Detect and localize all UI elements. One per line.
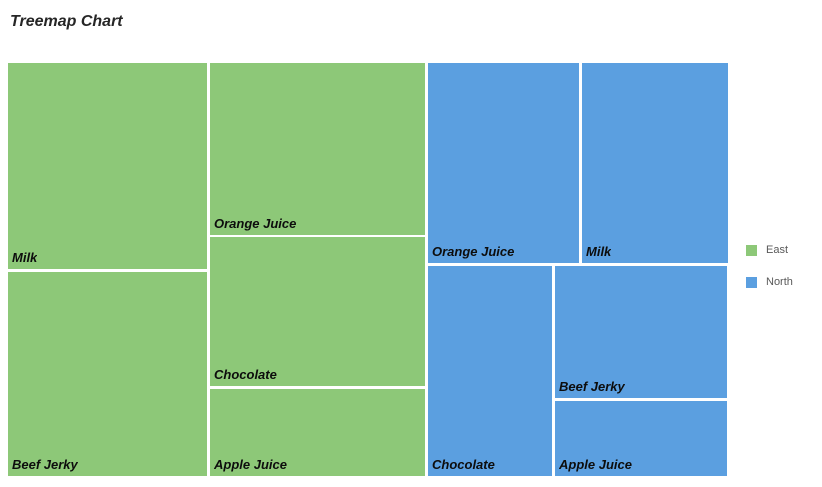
treemap-cell-north-chocolate[interactable]: Chocolate [428, 266, 552, 476]
cell-label: Milk [12, 250, 38, 265]
cell-label: Chocolate [214, 367, 277, 382]
treemap-cell-east-orange-juice[interactable]: Orange Juice [210, 63, 425, 235]
cell-label: Beef Jerky [12, 457, 78, 472]
legend: East North [746, 244, 793, 308]
treemap-cell-north-apple-juice[interactable]: Apple Juice [555, 401, 727, 476]
legend-swatch-east [746, 244, 757, 256]
cell-label: Orange Juice [214, 216, 297, 231]
legend-item-east[interactable]: East [746, 244, 793, 256]
chart-title: Treemap Chart [10, 13, 123, 30]
treemap-cell-north-orange-juice[interactable]: Orange Juice [428, 63, 579, 263]
treemap-cell-east-milk[interactable]: Milk [8, 63, 207, 269]
cell-label: Milk [586, 244, 612, 259]
treemap-cell-east-apple-juice[interactable]: Apple Juice [210, 389, 425, 476]
cell-label: Apple Juice [559, 457, 632, 472]
treemap-cell-east-beef-jerky[interactable]: Beef Jerky [8, 272, 207, 476]
cell-label: Apple Juice [214, 457, 287, 472]
treemap-cell-east-chocolate[interactable]: Chocolate [210, 237, 425, 386]
legend-item-north[interactable]: North [746, 276, 793, 288]
treemap-plot-area: Milk Beef Jerky Orange Juice Chocolate Apple… [8, 63, 728, 476]
legend-label: North [766, 276, 793, 288]
cell-label: Chocolate [432, 457, 495, 472]
cell-label: Beef Jerky [559, 379, 625, 394]
treemap-cell-north-beef-jerky[interactable]: Beef Jerky [555, 266, 727, 398]
legend-label: East [766, 244, 789, 256]
treemap-cell-north-milk[interactable]: Milk [582, 63, 728, 263]
legend-swatch-north [746, 276, 757, 288]
cell-label: Orange Juice [432, 244, 515, 259]
